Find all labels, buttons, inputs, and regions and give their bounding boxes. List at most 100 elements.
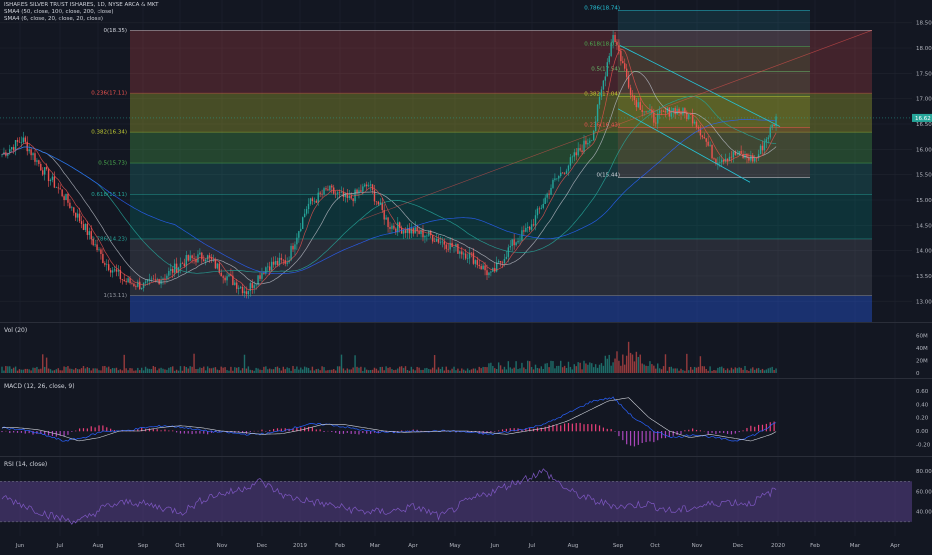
volume-bar bbox=[209, 368, 210, 373]
candle-body bbox=[155, 279, 156, 280]
volume-bar bbox=[277, 367, 278, 373]
candle-body bbox=[281, 258, 282, 260]
candle-body bbox=[246, 291, 247, 294]
volume-bar bbox=[127, 370, 128, 373]
volume-bar bbox=[252, 370, 253, 373]
candle-body bbox=[770, 127, 771, 137]
candle-body bbox=[607, 62, 608, 76]
macd-histogram-bar bbox=[548, 425, 549, 431]
volume-bar bbox=[100, 370, 101, 373]
candle-body bbox=[106, 264, 107, 265]
volume-bar bbox=[226, 370, 227, 373]
time-tick-label: May bbox=[449, 543, 461, 549]
macd-histogram-bar bbox=[25, 431, 26, 434]
volume-bar bbox=[352, 368, 353, 373]
macd-chart[interactable]: 0.600.400.200.00-0.20 bbox=[0, 379, 932, 456]
volume-bar bbox=[463, 370, 464, 373]
fib-band-right bbox=[618, 128, 810, 178]
candle-body bbox=[583, 141, 584, 152]
volume-bar bbox=[46, 358, 47, 373]
candle-body bbox=[459, 251, 460, 253]
volume-bar bbox=[711, 371, 712, 373]
candle-body bbox=[199, 253, 200, 255]
volume-bar bbox=[659, 368, 660, 373]
candle-body bbox=[541, 208, 542, 209]
volume-bar bbox=[160, 368, 161, 373]
price-tick-label: 16.50 bbox=[916, 122, 932, 128]
candle-body bbox=[122, 279, 123, 280]
candle-body bbox=[684, 108, 685, 113]
candle-body bbox=[405, 230, 406, 233]
candle-body bbox=[477, 260, 478, 265]
macd-histogram-bar bbox=[184, 431, 185, 434]
candle-body bbox=[618, 45, 619, 51]
volume-bar bbox=[539, 368, 540, 373]
candle-body bbox=[180, 263, 181, 267]
volume-bar bbox=[157, 370, 158, 373]
candle-body bbox=[125, 281, 126, 282]
time-tick-label: Mar bbox=[850, 543, 861, 549]
volume-bar bbox=[702, 366, 703, 373]
volume-bar bbox=[197, 369, 198, 373]
candle-body bbox=[286, 262, 287, 264]
candle-body bbox=[331, 186, 332, 188]
macd-histogram-bar bbox=[688, 430, 689, 432]
candle-body bbox=[463, 254, 464, 255]
candle-body bbox=[448, 249, 449, 250]
candle-body bbox=[145, 282, 146, 283]
volume-bar bbox=[529, 361, 530, 373]
macd-histogram-bar bbox=[642, 431, 643, 443]
candle-body bbox=[696, 122, 697, 127]
candle-body bbox=[135, 286, 136, 287]
price-chart[interactable]: 18.5018.0017.5017.0016.5016.0015.5015.00… bbox=[0, 0, 932, 322]
time-tick-label: Nov bbox=[217, 543, 228, 549]
candle-body bbox=[54, 177, 55, 188]
candle-body bbox=[356, 190, 357, 193]
fib-level-label: 0(18.35) bbox=[103, 28, 127, 34]
time-tick-label: Aug bbox=[568, 543, 579, 549]
volume-bar bbox=[554, 368, 555, 373]
fib-level-label: 0.786(14.23) bbox=[91, 236, 127, 242]
volume-bar bbox=[261, 370, 262, 373]
candle-body bbox=[364, 185, 365, 187]
volume-bar bbox=[217, 370, 218, 373]
volume-bar bbox=[92, 368, 93, 373]
time-tick-label: Apr bbox=[890, 543, 900, 549]
candle-body bbox=[552, 180, 553, 188]
volume-bar bbox=[756, 368, 757, 373]
candle-body bbox=[172, 269, 173, 273]
volume-bar bbox=[131, 368, 132, 373]
macd-line bbox=[2, 397, 776, 441]
price-tick-label: 15.50 bbox=[916, 173, 932, 179]
volume-bar bbox=[636, 352, 637, 373]
candle-body bbox=[335, 194, 336, 195]
volume-bar bbox=[632, 355, 633, 373]
volume-bar bbox=[38, 369, 39, 373]
candle-body bbox=[203, 259, 204, 261]
candle-body bbox=[432, 235, 433, 241]
price-tick-label: 17.00 bbox=[916, 97, 932, 103]
candle-body bbox=[370, 184, 371, 185]
candle-body bbox=[504, 259, 505, 263]
macd-histogram-bar bbox=[611, 429, 612, 431]
volume-bar bbox=[176, 370, 177, 373]
volume-bar bbox=[306, 367, 307, 373]
volume-bar bbox=[58, 368, 59, 373]
candle-body bbox=[73, 207, 74, 212]
candle-body bbox=[112, 270, 113, 272]
volume-bar bbox=[498, 362, 499, 373]
candle-body bbox=[102, 254, 103, 263]
volume-bar bbox=[67, 366, 68, 373]
volume-bar bbox=[665, 354, 666, 373]
macd-histogram-bar bbox=[677, 431, 678, 435]
volume-bar bbox=[731, 368, 732, 373]
macd-histogram-bar bbox=[661, 431, 662, 438]
